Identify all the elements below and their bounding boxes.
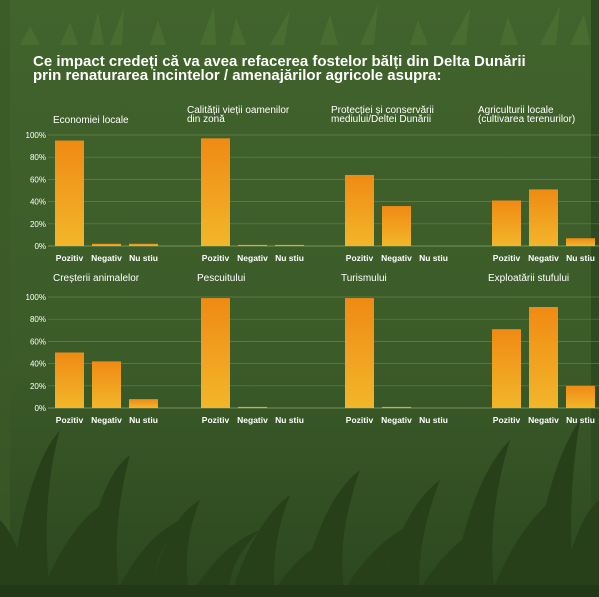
category-label: Nu stiu: [129, 415, 158, 425]
category-label: Pozitiv: [493, 253, 521, 263]
chart-title: Exploatării stufului: [488, 273, 569, 284]
category-label: Nu stiu: [275, 253, 304, 263]
title-line-1: Ce impact credeți că va avea refacerea f…: [33, 53, 526, 70]
bar-negativ: [382, 206, 411, 246]
title-line-2: prin renaturarea incintelor / amenajăril…: [33, 67, 442, 84]
chart-panel-7: Turismului Pozitiv Negativ Nu stiu: [341, 273, 448, 425]
y-tick-label: 20%: [30, 220, 46, 229]
category-label: Negativ: [237, 253, 268, 263]
bar-pozitiv: [201, 298, 230, 408]
chart-panel-5: Creșterii animalelor Pozitiv Negativ Nu sti…: [53, 273, 158, 425]
chart-title: Turismului: [341, 273, 387, 284]
category-label: Pozitiv: [202, 415, 230, 425]
y-tick-label: 100%: [26, 293, 46, 302]
bar-pozitiv: [492, 200, 521, 246]
bar-pozitiv: [345, 298, 374, 408]
category-label: Negativ: [528, 415, 559, 425]
chart-title: Agriculturii locale: [478, 105, 554, 116]
category-label: Nu stiu: [566, 253, 595, 263]
category-label: Nu stiu: [419, 415, 448, 425]
top-grass: [20, 4, 590, 45]
chart-title: mediului/Deltei Dunării: [331, 114, 431, 125]
y-tick-label: 0%: [34, 404, 46, 413]
bar-negativ: [238, 406, 267, 408]
chart-row-1: 0% 20% 40% 60% 80% 100% Economiei locale Poziti…: [26, 105, 599, 263]
chart-panel-4: Agriculturii locale(cultivarea terenuril…: [478, 105, 595, 263]
category-label: Pozitiv: [202, 253, 230, 263]
bar-pozitiv: [55, 140, 84, 246]
category-label: Pozitiv: [56, 415, 84, 425]
chart-panel-1: Economiei locale Pozitiv Negativ Nu stiu: [53, 115, 158, 263]
y-tick-label: 40%: [30, 198, 46, 207]
bar-nu-stiu: [566, 238, 595, 246]
bar-nu-stiu: [566, 385, 595, 408]
chart-panel-3: Protecției și conservăriimediului/Deltei…: [331, 105, 448, 263]
page-title: Ce impact credeți că va avea refacerea f…: [33, 53, 593, 84]
y-tick-label: 20%: [30, 382, 46, 391]
category-label: Nu stiu: [566, 415, 595, 425]
category-label: Negativ: [381, 415, 412, 425]
category-label: Pozitiv: [56, 253, 84, 263]
bar-negativ: [92, 243, 121, 246]
chart-panel-8: Exploatării stufului Pozitiv Negativ Nu sti…: [488, 273, 595, 425]
y-tick-label: 80%: [30, 315, 46, 324]
chart-title: Calității vieții oamenilor: [187, 105, 290, 116]
bar-negativ: [529, 189, 558, 246]
category-label: Pozitiv: [346, 253, 374, 263]
bar-negativ: [529, 306, 558, 408]
chart-title: din zonă: [187, 114, 225, 125]
category-label: Negativ: [528, 253, 559, 263]
chart-panel-6: Pescuitului Pozitiv Negativ Nu stiu: [197, 273, 304, 425]
category-label: Nu stiu: [419, 253, 448, 263]
chart-title: (cultivarea terenurilor): [478, 114, 575, 125]
y-tick-label: 60%: [30, 175, 46, 184]
category-label: Negativ: [237, 415, 268, 425]
bar-nu-stiu: [129, 399, 158, 408]
bar-negativ: [238, 244, 267, 246]
y-tick-label: 40%: [30, 360, 46, 369]
bar-pozitiv: [55, 352, 84, 408]
chart-title: Economiei locale: [53, 115, 129, 126]
bottom-grass: [0, 420, 599, 597]
y-tick-label: 100%: [26, 131, 46, 140]
chart-row-2: 0% 20% 40% 60% 80% 100% Creșterii animalelor Po…: [26, 273, 599, 425]
bar-negativ: [382, 406, 411, 408]
category-label: Negativ: [91, 415, 122, 425]
category-label: Negativ: [91, 253, 122, 263]
bar-pozitiv: [345, 174, 374, 246]
chart-title: Protecției și conservării: [331, 105, 434, 116]
category-label: Nu stiu: [129, 253, 158, 263]
category-label: Pozitiv: [346, 415, 374, 425]
bar-nu-stiu: [129, 243, 158, 246]
bar-pozitiv: [201, 138, 230, 246]
bar-nu-stiu: [275, 244, 304, 246]
chart-title: Pescuitului: [197, 273, 245, 284]
bar-negativ: [92, 361, 121, 408]
bar-pozitiv: [492, 329, 521, 408]
y-tick-label: 80%: [30, 153, 46, 162]
category-label: Pozitiv: [493, 415, 521, 425]
y-tick-label: 60%: [30, 337, 46, 346]
category-label: Nu stiu: [275, 415, 304, 425]
chart-title: Creșterii animalelor: [53, 273, 140, 284]
y-tick-label: 0%: [34, 242, 46, 251]
category-label: Negativ: [381, 253, 412, 263]
